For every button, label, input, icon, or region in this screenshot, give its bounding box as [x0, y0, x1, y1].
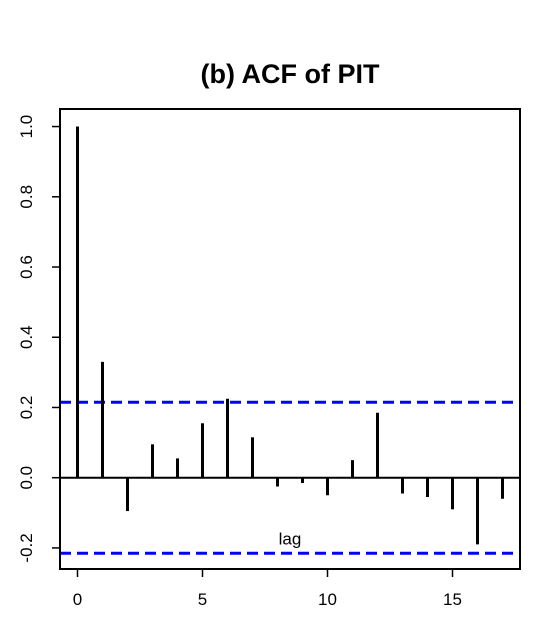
y-tick-label: 1.0	[17, 115, 36, 139]
y-tick-label: 0.2	[17, 396, 36, 420]
x-tick-label: 5	[198, 590, 207, 609]
y-tick-label: 0.6	[17, 255, 36, 279]
lag-annotation: lag	[279, 529, 302, 548]
chart-title: (b) ACF of PIT	[201, 59, 380, 89]
y-tick-label: 0.8	[17, 185, 36, 209]
plot-frame	[59, 108, 521, 570]
x-tick-label: 15	[443, 590, 462, 609]
plot-area: lag	[60, 126, 520, 555]
y-tick-label: 0.0	[17, 466, 36, 490]
x-tick-label: 10	[318, 590, 337, 609]
y-tick-label: 0.4	[17, 325, 36, 349]
x-tick-label: 0	[73, 590, 82, 609]
axes: 0 5 10 15 -0.2 0.0 0.2 0.4 0.6 0.8 1.0	[17, 115, 462, 609]
y-tick-label: -0.2	[17, 533, 36, 562]
